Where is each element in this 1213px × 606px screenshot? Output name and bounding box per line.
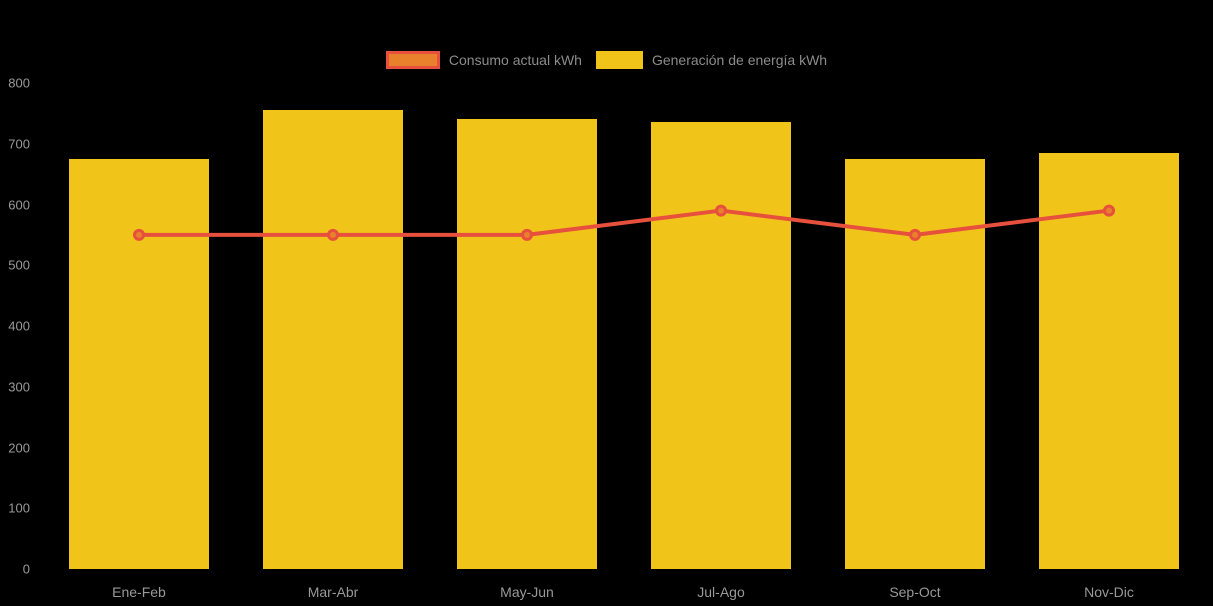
x-axis-label-sep-oct: Sep-Oct: [889, 584, 941, 600]
legend-item-consumo: Consumo actual kWh: [385, 51, 582, 69]
x-axis-label-mar-abr: Mar-Abr: [307, 584, 359, 600]
x-axis-label-jul-ago: Jul-Ago: [697, 584, 745, 600]
line-point-may-jun: [521, 228, 533, 241]
y-axis-tick-label-400: 400: [8, 318, 30, 334]
y-axis-tick-label-800: 800: [8, 75, 30, 91]
chart-legend: Consumo actual kWh Generación de energía…: [0, 51, 1213, 69]
y-axis-tick-label-600: 600: [8, 197, 30, 212]
y-axis-tick-label-0: 0: [22, 561, 30, 577]
y-axis-tick-label-700: 700: [8, 136, 30, 152]
x-axis-label-nov-dic: Nov-Dic: [1084, 584, 1134, 600]
line-point-nov-dic: [1103, 204, 1115, 217]
legend-swatch-consumo-icon: [385, 51, 440, 69]
legend-label-consumo: Consumo actual kWh: [448, 52, 582, 68]
x-axis-label-may-jun: May-Jun: [500, 584, 554, 600]
legend-item-generacion: Generación de energía kWh: [595, 51, 828, 69]
y-axis-tick-label-100: 100: [8, 500, 30, 516]
bar-may-jun: [457, 119, 597, 569]
line-path: [139, 208, 1110, 237]
line-point-jul-ago: [715, 204, 727, 217]
y-axis-tick-label-300: 300: [8, 379, 30, 395]
legend-label-generacion: Generación de energía kWh: [651, 52, 828, 68]
x-axis-label-ene-feb: Ene-Feb: [112, 584, 166, 600]
y-axis-tick-label-500: 500: [8, 257, 30, 273]
bar-nov-dic: [1039, 152, 1179, 569]
line-point-sep-oct: [909, 228, 921, 241]
y-axis-tick-label-200: 200: [8, 440, 30, 455]
line-point-mar-abr: [327, 228, 339, 241]
line-point-ene-feb: [133, 228, 145, 241]
bar-mar-abr: [263, 110, 403, 569]
bar-jul-ago: [651, 122, 791, 569]
legend-swatch-generacion-icon: [595, 51, 643, 69]
bar-ene-feb: [69, 158, 209, 569]
